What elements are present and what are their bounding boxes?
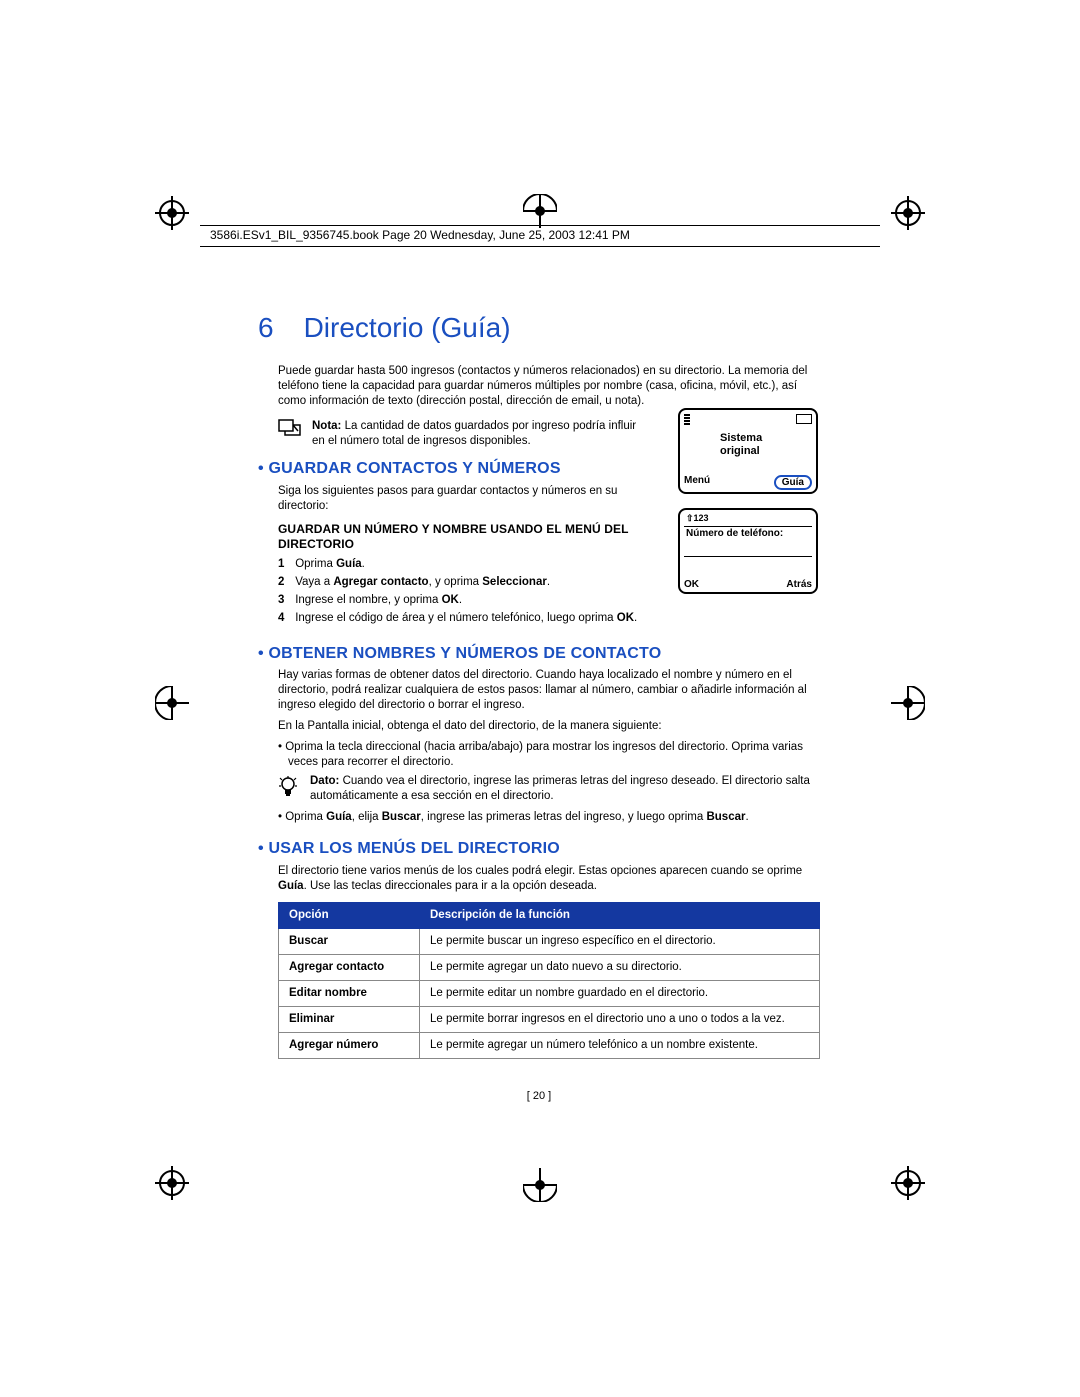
page: 3586i.ESv1_BIL_9356745.book Page 20 Wedn… <box>0 0 1080 1397</box>
chapter-heading: 6 Directorio (Guía) <box>258 310 820 346</box>
crop-mark-top-left <box>155 196 189 230</box>
header-rule-bottom <box>200 246 880 247</box>
tip-text: Dato: Cuando vea el directorio, ingrese … <box>310 774 820 804</box>
table-row: Agregar contactoLe permite agregar un da… <box>279 954 820 980</box>
table-row: Agregar númeroLe permite agregar un núme… <box>279 1032 820 1058</box>
usar-para: El directorio tiene varios menús de los … <box>278 864 820 894</box>
table-row: Editar nombreLe permite editar un nombre… <box>279 980 820 1006</box>
page-number: 20 <box>258 1089 820 1103</box>
description-cell: Le permite borrar ingresos en el directo… <box>420 1006 820 1032</box>
chapter-title: Directorio (Guía) <box>304 310 511 346</box>
obtener-bullets-1: Oprima la tecla direccional (hacia arrib… <box>278 740 820 770</box>
crop-mark-bottom-left <box>155 1166 189 1200</box>
crop-mark-right <box>891 686 925 720</box>
note-icon <box>278 419 302 437</box>
table-row: BuscarLe permite buscar un ingreso espec… <box>279 928 820 954</box>
content-area: 6 Directorio (Guía) Puede guardar hasta … <box>258 310 820 1087</box>
th-description: Descripción de la función <box>420 902 820 928</box>
intro-paragraph: Puede guardar hasta 500 ingresos (contac… <box>278 364 820 409</box>
obtener-bullet-1: Oprima la tecla direccional (hacia arrib… <box>278 740 820 770</box>
running-header-text: 3586i.ESv1_BIL_9356745.book Page 20 Wedn… <box>210 228 630 242</box>
section-guardar-intro: Siga los siguientes pasos para guardar c… <box>278 484 628 514</box>
description-cell: Le permite agregar un dato nuevo a su di… <box>420 954 820 980</box>
crop-mark-top <box>523 194 557 228</box>
obtener-para2: En la Pantalla inicial, obtenga el dato … <box>278 719 820 734</box>
table-row: EliminarLe permite borrar ingresos en el… <box>279 1006 820 1032</box>
chapter-number: 6 <box>258 310 274 346</box>
note-text: Nota: La cantidad de datos guardados por… <box>312 419 638 449</box>
crop-mark-bottom <box>523 1168 557 1202</box>
options-table: Opción Descripción de la función BuscarL… <box>278 902 820 1059</box>
option-cell: Editar nombre <box>279 980 420 1006</box>
table-header-row: Opción Descripción de la función <box>279 902 820 928</box>
step-item: 3 Ingrese el nombre, y oprima OK. <box>278 593 820 608</box>
obtener-para1: Hay varias formas de obtener datos del d… <box>278 668 820 713</box>
option-cell: Eliminar <box>279 1006 420 1032</box>
crop-mark-bottom-right <box>891 1166 925 1200</box>
description-cell: Le permite editar un nombre guardado en … <box>420 980 820 1006</box>
option-cell: Agregar número <box>279 1032 420 1058</box>
description-cell: Le permite agregar un número telefónico … <box>420 1032 820 1058</box>
tip-block: Dato: Cuando vea el directorio, ingrese … <box>278 774 820 804</box>
obtener-bullets-2: Oprima Guía, elija Buscar, ingrese las p… <box>278 810 820 825</box>
description-cell: Le permite buscar un ingreso específico … <box>420 928 820 954</box>
step-item: 4 Ingrese el código de área y el número … <box>278 611 820 626</box>
step-item: 1 Oprima Guía. <box>278 557 820 572</box>
lightbulb-icon <box>278 776 300 804</box>
section-guardar-heading: GUARDAR CONTACTOS Y NÚMEROS <box>258 459 820 480</box>
crop-mark-top-right <box>891 196 925 230</box>
steps-list: 1 Oprima Guía. 2 Vaya a Agregar contacto,… <box>278 557 820 626</box>
section-obtener-heading: OBTENER NOMBRES Y NÚMEROS DE CONTACTO <box>258 644 820 665</box>
section-usar-heading: USAR LOS MENÚS DEL DIRECTORIO <box>258 839 820 860</box>
step-item: 2 Vaya a Agregar contacto, y oprima Sele… <box>278 575 820 590</box>
crop-mark-left <box>155 686 189 720</box>
th-option: Opción <box>279 902 420 928</box>
note-block: Nota: La cantidad de datos guardados por… <box>278 419 638 449</box>
header-rule-top <box>200 225 880 226</box>
subsection-guardar-heading: GUARDAR UN NÚMERO Y NOMBRE USANDO EL MEN… <box>278 522 638 553</box>
obtener-bullet-2: Oprima Guía, elija Buscar, ingrese las p… <box>278 810 820 825</box>
option-cell: Buscar <box>279 928 420 954</box>
option-cell: Agregar contacto <box>279 954 420 980</box>
